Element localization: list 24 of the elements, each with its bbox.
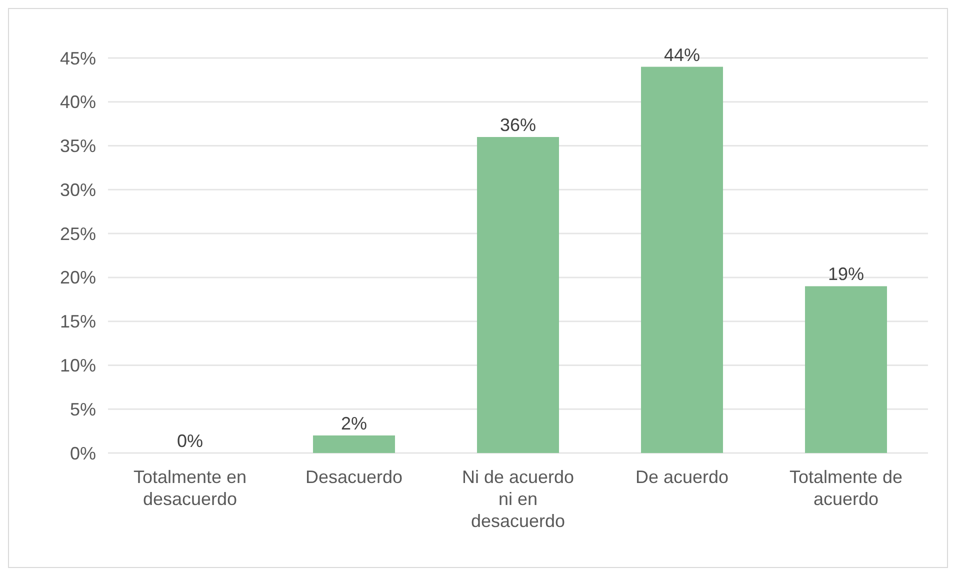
data-label: 19% <box>828 264 864 284</box>
y-tick-label: 30% <box>60 180 96 200</box>
y-tick-label: 5% <box>70 399 96 420</box>
y-tick-label: 15% <box>60 312 96 332</box>
y-tick-label: 20% <box>60 268 96 288</box>
x-tick-label: Totalmente en desacuerdo <box>133 467 247 509</box>
x-tick-label: Totalmente de acuerdo <box>789 467 903 509</box>
y-tick-label: 25% <box>60 224 96 244</box>
x-tick-label: Desacuerdo <box>305 467 403 487</box>
y-tick-label: 10% <box>60 356 96 376</box>
y-tick-label: 45% <box>60 48 96 68</box>
x-tick-label: De acuerdo <box>635 467 729 487</box>
y-tick-label: 0% <box>70 443 96 464</box>
bar <box>805 286 887 453</box>
data-label: 2% <box>340 413 368 434</box>
data-label: 36% <box>500 115 536 135</box>
y-tick-label: 40% <box>60 92 96 112</box>
data-label: 44% <box>664 44 700 65</box>
bar <box>313 435 395 453</box>
x-tick-label: Ni de acuerdo ni en desacuerdo <box>462 467 574 531</box>
bar <box>641 66 723 453</box>
y-tick-label: 35% <box>60 136 96 156</box>
data-label: 0% <box>176 431 204 451</box>
bar <box>477 137 559 453</box>
